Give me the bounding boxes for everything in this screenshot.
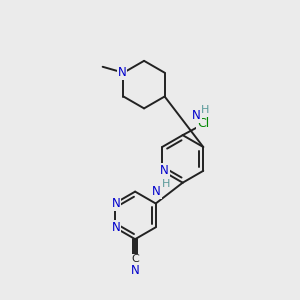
Text: N: N [131, 264, 140, 277]
Text: N: N [160, 164, 169, 177]
Text: N: N [152, 185, 161, 198]
Text: N: N [192, 109, 201, 122]
Text: N: N [112, 221, 120, 234]
Text: H: H [201, 106, 210, 116]
Text: N: N [118, 66, 126, 79]
Text: N: N [112, 197, 120, 210]
Text: H: H [162, 178, 170, 189]
Text: Cl: Cl [197, 117, 210, 130]
Text: C: C [131, 254, 139, 264]
